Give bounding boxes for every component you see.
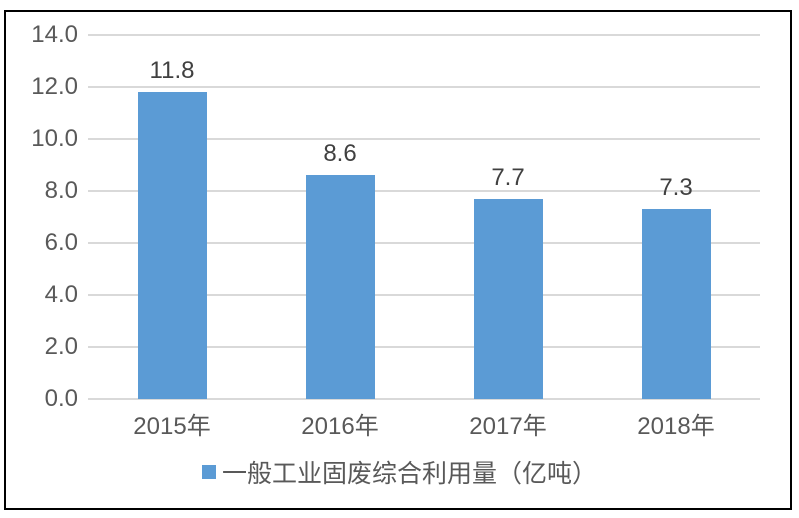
y-axis-tick-label: 4.0 — [44, 281, 78, 308]
y-axis-tick-label: 12.0 — [31, 73, 78, 100]
x-axis-tick-label: 2018年 — [637, 413, 715, 440]
x-axis-line — [88, 398, 760, 400]
gridline — [88, 34, 760, 36]
gridline — [88, 294, 760, 296]
bar-value-label: 7.3 — [659, 174, 693, 201]
y-axis-tick-label: 6.0 — [44, 229, 78, 256]
y-axis-tick-label: 14.0 — [31, 21, 78, 48]
bar-value-label: 7.7 — [491, 164, 525, 191]
bar-2015年 — [138, 92, 207, 399]
gridline — [88, 190, 760, 192]
gridline — [88, 242, 760, 244]
bar-2017年 — [474, 199, 543, 399]
legend: 一般工业固废综合利用量（亿吨） — [0, 456, 799, 488]
y-axis-tick-label: 10.0 — [31, 125, 78, 152]
gridline — [88, 138, 760, 140]
x-axis-tick-label: 2015年 — [133, 413, 211, 440]
bar-value-label: 8.6 — [323, 140, 357, 167]
bar-2018年 — [642, 209, 711, 399]
y-axis-tick-label: 2.0 — [44, 333, 78, 360]
x-axis-tick-label: 2017年 — [469, 413, 547, 440]
x-axis-tick-label: 2016年 — [301, 413, 379, 440]
y-axis-tick-label: 0.0 — [44, 385, 78, 412]
gridline — [88, 346, 760, 348]
y-axis-tick-label: 8.0 — [44, 177, 78, 204]
legend-marker-icon — [201, 465, 216, 479]
gridline — [88, 86, 760, 88]
legend-label: 一般工业固废综合利用量（亿吨） — [221, 460, 597, 488]
bar-2016年 — [306, 175, 375, 399]
bar-value-label: 11.8 — [149, 57, 195, 84]
